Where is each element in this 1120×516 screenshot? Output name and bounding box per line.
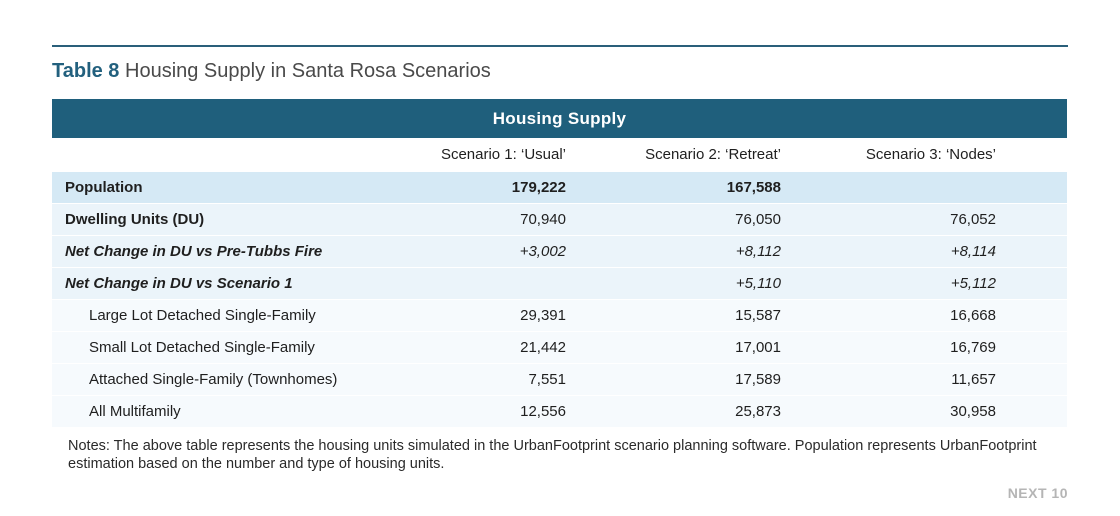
cell-scenario-2: 15,587 [735,307,781,324]
row-label: Net Change in DU vs Pre-Tubbs Fire [65,243,323,260]
table-row-dwelling-units: Dwelling Units (DU) 70,940 76,050 76,052 [52,204,1067,236]
housing-supply-table: Housing Supply Scenario 1: ‘Usual’ Scena… [52,99,1067,428]
row-label: Net Change in DU vs Scenario 1 [65,275,293,292]
column-header-scenario-2: Scenario 2: ‘Retreat’ [645,146,781,163]
cell-scenario-3: 30,958 [950,403,996,420]
column-header-scenario-1: Scenario 1: ‘Usual’ [440,146,566,163]
table-row-net-change-pre-tubbs: Net Change in DU vs Pre-Tubbs Fire +3,00… [52,236,1067,268]
table-row-all-multifamily: All Multifamily 12,556 25,873 30,958 [52,396,1067,428]
table-row-large-lot: Large Lot Detached Single-Family 29,391 … [52,300,1067,332]
cell-scenario-3: 76,052 [950,211,996,228]
cell-scenario-3: +5,112 [950,275,996,292]
next-label: NEXT [1007,485,1048,501]
cell-scenario-1: 12,556 [520,403,566,420]
row-label: Attached Single-Family (Townhomes) [89,371,338,388]
table-row-small-lot: Small Lot Detached Single-Family 21,442 … [52,332,1067,364]
table-row-attached-townhomes: Attached Single-Family (Townhomes) 7,551… [52,364,1067,396]
cell-scenario-3: 16,668 [950,307,996,324]
cell-scenario-2: 17,001 [735,339,781,356]
row-label: Small Lot Detached Single-Family [89,339,315,356]
cell-scenario-3: +8,114 [950,243,996,260]
table-title: Table 8 Housing Supply in Santa Rosa Sce… [52,60,491,83]
row-label: Large Lot Detached Single-Family [89,307,316,324]
cell-scenario-2: +8,112 [735,243,781,260]
cell-scenario-2: 76,050 [735,211,781,228]
cell-scenario-2: 17,589 [735,371,781,388]
top-rule [52,45,1068,47]
cell-scenario-2: 25,873 [735,403,781,420]
page-number: 10 [1051,485,1068,501]
table-row-population: Population 179,222 167,588 [52,172,1067,204]
table-title-text: Housing Supply in Santa Rosa Scenarios [125,60,491,82]
cell-scenario-1: 7,551 [528,371,566,388]
column-header-scenario-3: Scenario 3: ‘Nodes’ [865,146,996,163]
table-banner: Housing Supply [52,99,1067,138]
cell-scenario-3: 16,769 [950,339,996,356]
table-number: Table 8 [52,60,120,82]
cell-scenario-1: 21,442 [520,339,566,356]
cell-scenario-1: 179,222 [511,179,566,196]
column-header-row: Scenario 1: ‘Usual’ Scenario 2: ‘Retreat… [52,138,1067,172]
row-label: All Multifamily [89,403,181,420]
cell-scenario-1: 70,940 [520,211,566,228]
next-page-link[interactable]: NEXT 10 [1008,485,1068,501]
row-label: Dwelling Units (DU) [65,211,205,228]
cell-scenario-1: +3,002 [519,243,566,260]
cell-scenario-1: 29,391 [520,307,566,324]
cell-scenario-2: 167,588 [726,179,781,196]
table-notes: Notes: The above table represents the ho… [68,438,1037,472]
cell-scenario-3: 11,657 [951,371,996,388]
table-row-net-change-scenario-1: Net Change in DU vs Scenario 1 +5,110 +5… [52,268,1067,300]
row-label: Population [65,179,143,196]
cell-scenario-2: +5,110 [735,275,781,292]
